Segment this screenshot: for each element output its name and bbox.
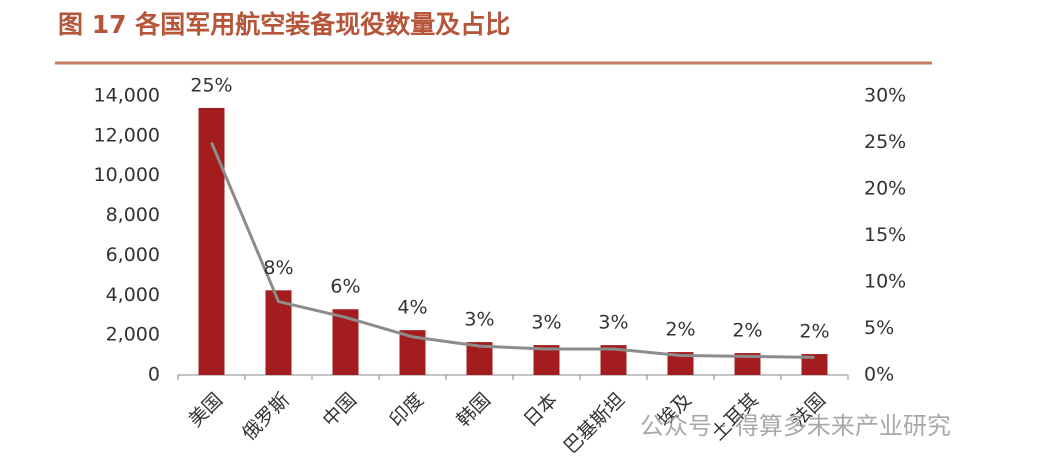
data-label: 4% xyxy=(397,297,427,319)
x-tick-label: 美国 xyxy=(184,389,226,431)
y2-tick-label: 20% xyxy=(864,178,906,200)
bar xyxy=(667,352,694,375)
data-label: 2% xyxy=(665,319,695,341)
data-label: 3% xyxy=(464,309,494,331)
data-label: 3% xyxy=(531,312,561,334)
data-label: 6% xyxy=(330,276,360,298)
y-tick-label: 8,000 xyxy=(106,204,160,226)
y2-tick-label: 0% xyxy=(864,364,894,386)
y2-tick-label: 15% xyxy=(864,224,906,246)
x-tick-label: 中国 xyxy=(318,389,360,431)
data-label: 2% xyxy=(799,321,829,343)
share-line xyxy=(210,141,815,359)
y-tick-label: 4,000 xyxy=(106,284,160,306)
y2-tick-label: 25% xyxy=(864,131,906,153)
bar xyxy=(198,107,225,375)
y-tick-label: 6,000 xyxy=(106,244,160,266)
x-tick-label: 印度 xyxy=(385,389,427,431)
y-tick-label: 2,000 xyxy=(106,324,160,346)
watermark: 公众号 · 得算多未来产业研究 xyxy=(640,412,951,440)
y2-tick-label: 10% xyxy=(864,271,906,293)
chart-title: 图 17 各国军用航空装备现役数量及占比 xyxy=(58,10,510,39)
y-tick-label: 0 xyxy=(148,364,160,386)
y-tick-label: 10,000 xyxy=(94,164,160,186)
x-tick-label: 韩国 xyxy=(452,389,494,431)
y-tick-label: 12,000 xyxy=(94,124,160,146)
data-label: 3% xyxy=(598,312,628,334)
x-tick-label: 日本 xyxy=(519,389,561,431)
bar xyxy=(734,353,761,375)
y2-tick-label: 5% xyxy=(864,317,894,339)
data-label: 25% xyxy=(190,74,232,96)
y2-tick-label: 30% xyxy=(864,85,906,107)
data-label: 2% xyxy=(732,320,762,342)
x-tick-label: 巴基斯坦 xyxy=(560,389,629,458)
x-tick-label: 俄罗斯 xyxy=(238,389,294,445)
bar xyxy=(801,354,828,375)
data-label: 8% xyxy=(263,257,293,279)
y-tick-label: 14,000 xyxy=(94,85,160,107)
